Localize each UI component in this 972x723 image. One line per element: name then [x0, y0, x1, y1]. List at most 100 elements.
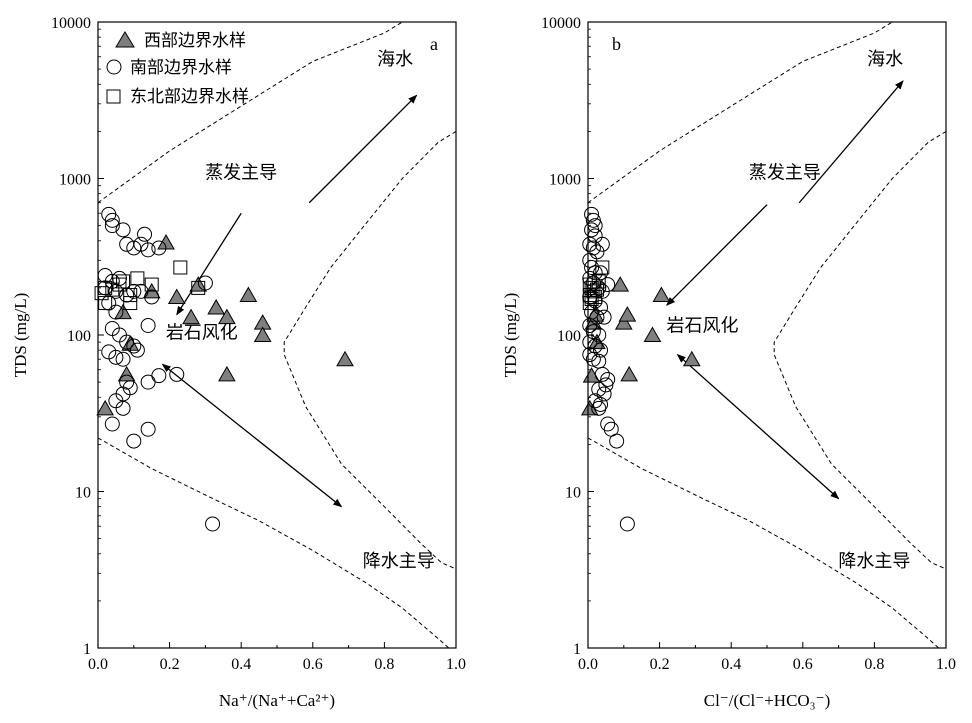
point-circle — [115, 400, 131, 416]
point-square — [94, 286, 109, 301]
x-tick-label: 0.2 — [160, 656, 180, 673]
point-square — [130, 271, 145, 286]
point-circle — [591, 353, 607, 369]
y-tick-label: 1 — [573, 641, 581, 658]
point-triangle — [117, 365, 136, 382]
annotation-label: 岩石风化 — [667, 316, 739, 337]
point-triangle — [652, 286, 671, 303]
boundary-right — [773, 130, 946, 570]
x-tick-label: 1.0 — [446, 656, 466, 673]
panel-label: a — [430, 34, 438, 54]
axis-ticks: 0.0 0.2 0.4 0.6 0.8 1.0 1 10 100 1000 10000 — [541, 15, 956, 673]
point-circle — [108, 349, 124, 365]
point-circle — [584, 259, 600, 275]
y-axis-label: TDS (mg/L) — [501, 293, 520, 378]
point-circle — [115, 222, 131, 238]
point-circle — [609, 433, 625, 449]
boundary-lines — [98, 22, 456, 648]
point-circle — [585, 240, 601, 256]
point-circle — [619, 516, 635, 532]
point-circle — [596, 309, 612, 325]
annotation-label: 海水 — [377, 49, 413, 70]
point-circle — [593, 299, 609, 315]
arrow — [676, 353, 840, 500]
y-tick-label: 1 — [83, 641, 91, 658]
point-circle — [140, 242, 156, 258]
process-arrows — [161, 94, 418, 508]
boundary-lower — [588, 437, 940, 648]
annotation-label: 蒸发主导 — [205, 163, 277, 184]
panel-label: b — [612, 34, 621, 54]
point-circle — [600, 277, 616, 293]
y-tick-label: 1000 — [549, 172, 581, 189]
point-circle — [126, 240, 142, 256]
legend-label: 西部边界水样 — [144, 31, 246, 51]
x-tick-label: 0.4 — [721, 656, 741, 673]
y-tick-label: 10 — [75, 485, 91, 502]
arrow — [798, 80, 904, 204]
x-axis-label: Cl⁻/(Cl⁻+HCO₃⁻) — [704, 691, 831, 710]
point-circle — [140, 421, 156, 437]
point-circle — [104, 218, 120, 234]
annotation-label: 降水主导 — [363, 551, 435, 572]
annotation-label: 蒸发主导 — [749, 163, 821, 184]
x-tick-label: 0.6 — [303, 656, 323, 673]
point-circle — [115, 351, 131, 367]
point-triangle — [618, 306, 637, 322]
point-circle — [108, 304, 124, 320]
point-circle — [591, 400, 607, 416]
point-circle — [126, 338, 142, 354]
boundary-upper — [588, 22, 893, 204]
point-square — [123, 296, 138, 311]
point-circle — [151, 368, 167, 384]
y-tick-label: 1000 — [59, 172, 91, 189]
point-triangle — [253, 326, 272, 342]
boundary-upper — [98, 22, 403, 204]
arrow — [308, 94, 418, 204]
point-square — [191, 280, 206, 295]
x-tick-label: 0.0 — [578, 656, 598, 673]
axis-ticks: 0.0 0.2 0.4 0.6 0.8 1.0 1 10 100 1000 10000 — [51, 15, 466, 673]
point-square — [584, 291, 599, 306]
point-circle — [589, 244, 605, 260]
point-triangle — [167, 288, 186, 304]
legend-marker-circle — [106, 59, 122, 75]
boundary-lines — [588, 22, 946, 648]
point-square — [123, 288, 138, 303]
point-triangle — [207, 298, 226, 315]
process-arrows — [666, 80, 904, 500]
point-circle — [598, 377, 614, 393]
y-axis-label: TDS (mg/L) — [11, 293, 30, 378]
point-circle — [582, 236, 598, 252]
point-square — [144, 277, 159, 292]
y-tick-label: 100 — [67, 328, 91, 345]
point-circle — [104, 212, 120, 228]
point-square — [98, 296, 113, 311]
boundary-right — [283, 130, 456, 570]
legend-entry-northeast: 东北部边界水样 — [106, 87, 249, 107]
point-triangle — [620, 365, 639, 382]
point-triangle — [682, 350, 701, 367]
x-tick-label: 0.2 — [650, 656, 670, 673]
point-circle — [584, 206, 600, 222]
arrow — [176, 212, 242, 316]
legend-marker-triangle — [115, 31, 135, 48]
annotation-label: 海水 — [867, 49, 903, 70]
point-circle — [151, 240, 167, 256]
x-tick-label: 0.8 — [374, 656, 394, 673]
point-square — [582, 296, 597, 311]
point-circle — [593, 396, 609, 412]
point-circle — [126, 433, 142, 449]
point-circle — [594, 236, 610, 252]
point-triangle — [611, 276, 630, 292]
annotation-label: 降水主导 — [838, 551, 910, 572]
point-circle — [126, 283, 142, 299]
point-square — [586, 284, 601, 299]
point-triangle — [182, 308, 200, 325]
point-circle — [104, 416, 120, 432]
point-triangle — [239, 286, 258, 303]
legend-label: 东北部边界水样 — [130, 87, 249, 107]
panel-a: 0.0 0.2 0.4 0.6 0.8 1.0 1 10 100 1000 10000 海水蒸发主导… — [11, 15, 466, 710]
